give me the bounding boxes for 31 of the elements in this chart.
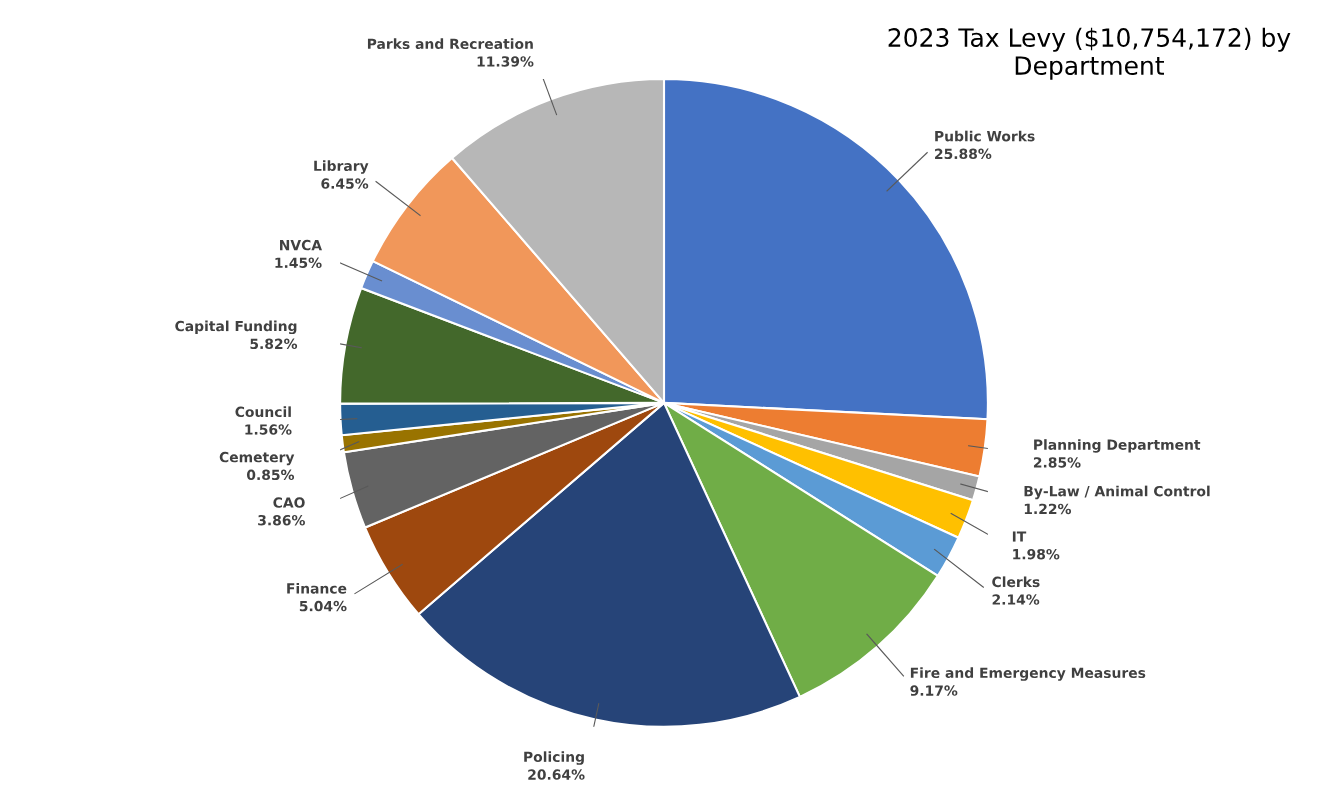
data-label: 11.39% [477,56,534,67]
data-label: 1.45% [275,257,322,269]
data-label: 2.14% [992,594,1040,605]
slice-label: CAO [273,497,305,508]
slice-label: NVCA [280,239,322,251]
data-label: 5.82% [250,338,298,350]
slice-label: By-Law / Animal Control [1024,485,1210,500]
slice-label: Council [235,406,291,418]
slice-label: Finance [287,582,347,594]
slice-label: Fire and Emergency Measures [910,667,1146,681]
chart-title: 2023 Tax Levy ($10,754,172) by Department [888,27,1291,80]
slice-label: Cemetery [219,451,295,466]
slice-label: Policing [524,751,584,765]
data-label: 25.88% [935,148,992,160]
slice-label: Parks and Recreation [367,38,533,50]
slice-label: Library [314,160,369,174]
data-label: 1.56% [245,424,292,435]
slice-label: IT [1012,531,1027,542]
slice-label: Capital Funding [175,320,297,335]
data-label: 0.85% [246,469,295,481]
data-label: 5.04% [299,600,347,612]
data-label: 1.22% [1024,503,1072,515]
data-label: 2.85% [1033,457,1081,468]
slice-label: Planning Department [1034,439,1201,453]
data-label: 9.17% [910,685,958,696]
data-label: 1.98% [1013,548,1060,560]
slice-label: Clerks [992,576,1040,588]
data-label: 20.64% [528,769,585,780]
data-label: 6.45% [321,178,369,189]
data-label: 3.86% [258,514,305,526]
slice-label: Public Works [935,130,1035,142]
